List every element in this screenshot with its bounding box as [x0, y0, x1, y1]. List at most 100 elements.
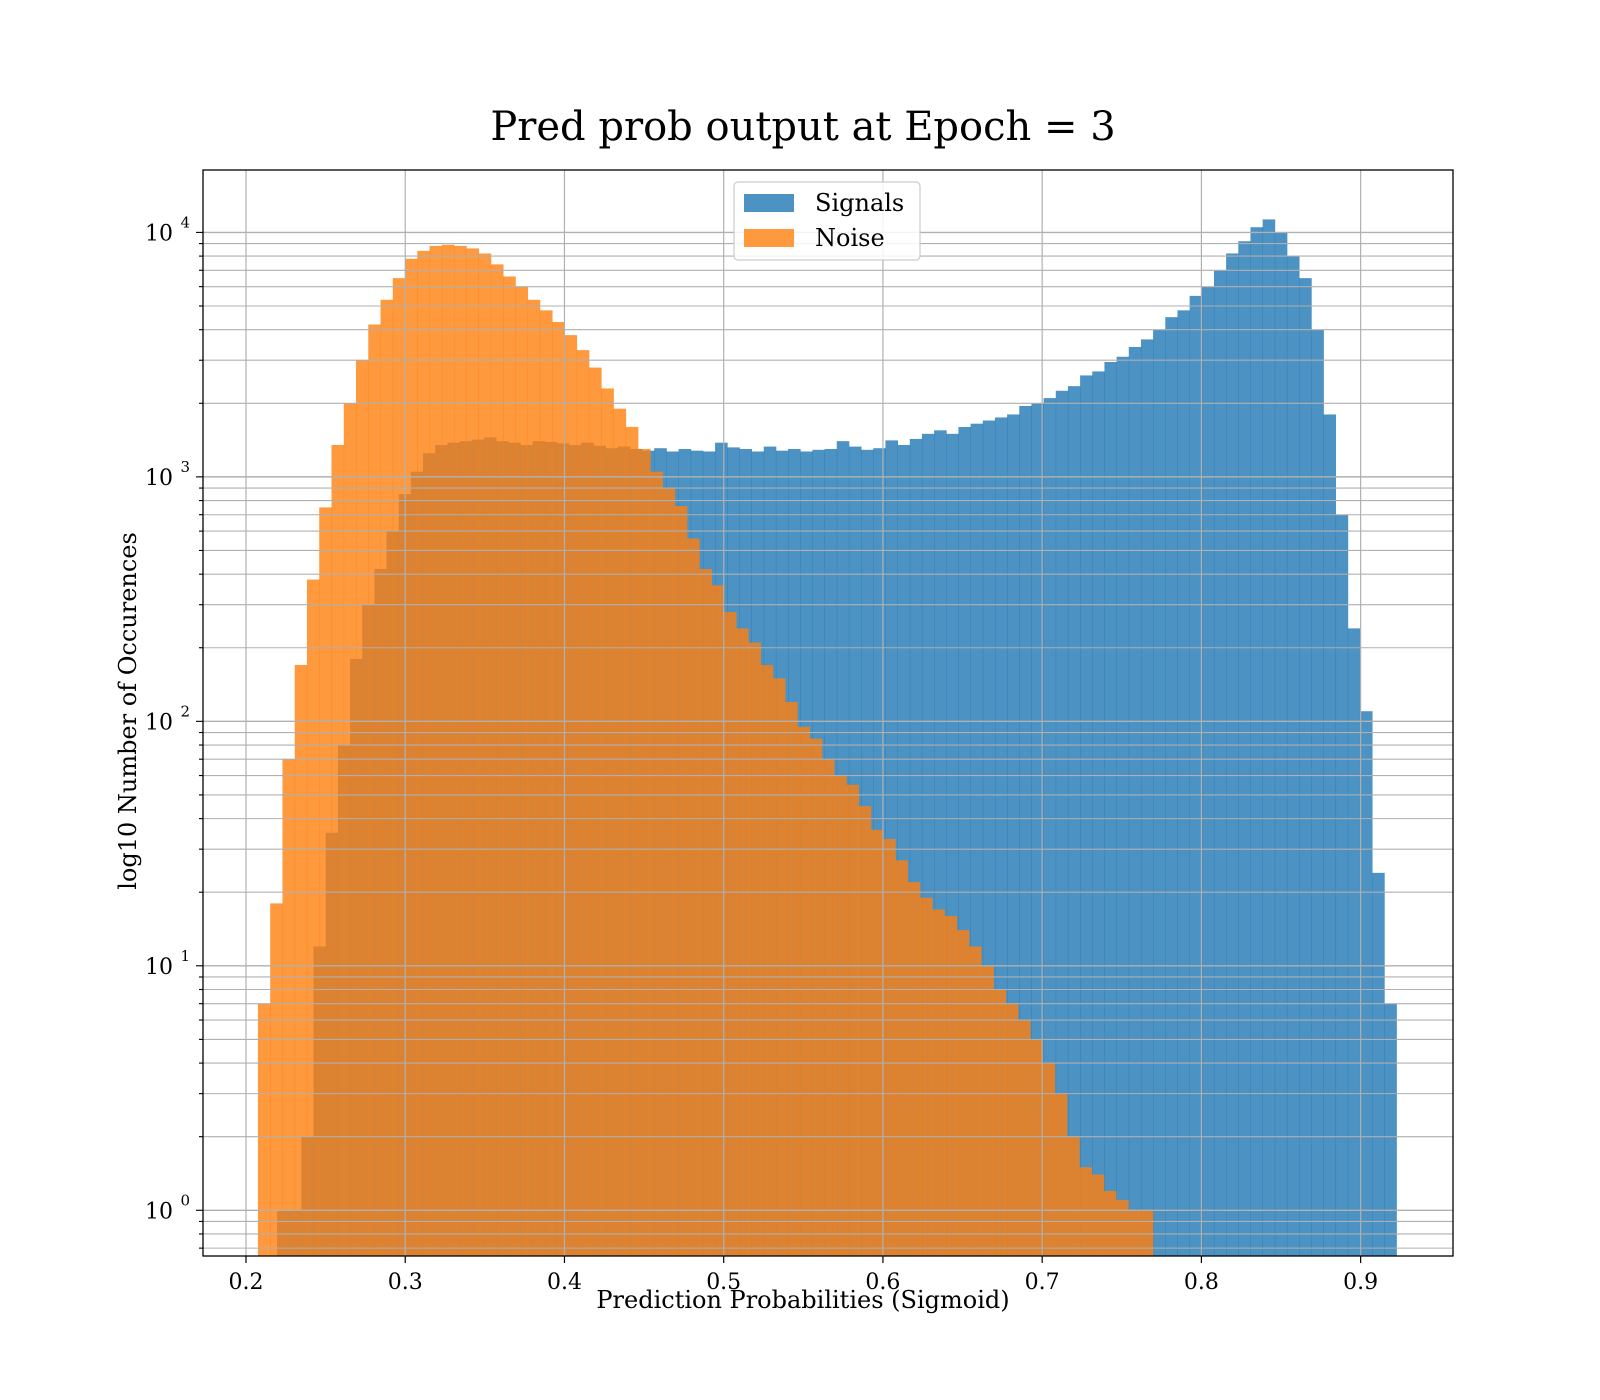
bar-noise	[576, 350, 590, 1256]
bar-signals	[1347, 628, 1361, 1256]
bar-noise	[956, 930, 970, 1256]
bar-noise	[417, 250, 430, 1257]
bar-noise	[662, 488, 676, 1256]
bar-noise	[1005, 1003, 1019, 1256]
x-axis-label: Prediction Probabilities (Sigmoid)	[596, 1286, 1009, 1314]
y-tick-exponent: 2	[180, 702, 190, 720]
bar-noise	[699, 568, 712, 1256]
bar-noise	[405, 258, 418, 1256]
bar-noise	[981, 965, 994, 1256]
x-tick-label: 0.8	[1184, 1270, 1219, 1295]
bar-noise	[895, 860, 909, 1256]
bar-noise	[919, 897, 933, 1256]
grid	[203, 170, 1453, 1256]
bar-signals	[1299, 278, 1312, 1256]
bar-signals	[1359, 711, 1373, 1256]
x-tick-label: 0.7	[1025, 1270, 1060, 1295]
bar-signals	[1128, 346, 1142, 1256]
bar-noise	[454, 245, 467, 1257]
x-tick-label: 0.9	[1343, 1270, 1378, 1295]
bar-signals	[1165, 317, 1178, 1256]
bar-signals	[1201, 286, 1215, 1256]
bar-noise	[736, 628, 749, 1256]
bar-noise	[772, 678, 786, 1256]
series-noise	[257, 244, 1154, 1257]
y-tick-exponent: 4	[180, 213, 190, 231]
bar-signals	[1116, 356, 1130, 1256]
plot-area: 0.2 0.3 0.4 0.5 0.6 0.7 0.8 0.9 10 0 10 1 10 2 10 3 10 4 S…	[145, 169, 1454, 1295]
bar-signals	[1372, 872, 1385, 1256]
bar-noise	[564, 335, 578, 1256]
bar-noise	[944, 915, 958, 1256]
bar-signals	[1104, 362, 1118, 1256]
bar-signals	[1250, 227, 1264, 1257]
bar-noise	[1116, 1200, 1129, 1256]
bar-signals	[1274, 232, 1288, 1256]
x-tick-label: 0.2	[228, 1270, 263, 1295]
bar-noise	[282, 759, 296, 1256]
bar-noise	[368, 324, 381, 1256]
x-tick-label: 0.3	[388, 1270, 423, 1295]
x-tick-label: 0.4	[547, 1270, 582, 1295]
bar-noise	[331, 445, 345, 1256]
bar-noise	[650, 471, 663, 1256]
bar-noise	[883, 839, 896, 1256]
bar-noise	[601, 388, 614, 1256]
bar-noise	[380, 299, 394, 1256]
bar-noise	[478, 253, 492, 1257]
bar-signals	[1238, 241, 1251, 1256]
bar-signals	[1226, 253, 1239, 1257]
bar-signals	[1213, 270, 1227, 1256]
bar-signals	[1153, 329, 1166, 1256]
bar-noise	[356, 360, 369, 1257]
bar-noise	[1140, 1210, 1154, 1256]
bar-noise	[797, 726, 810, 1256]
bar-noise	[760, 665, 774, 1256]
bar-noise	[466, 248, 479, 1257]
legend-label-noise: Noise	[815, 224, 885, 252]
bar-noise	[711, 585, 725, 1256]
bar-noise	[1042, 1063, 1056, 1256]
y-tick-label: 10	[145, 221, 173, 246]
bar-noise	[932, 909, 945, 1256]
legend-label-signals: Signals	[815, 189, 904, 217]
bar-noise	[785, 701, 798, 1256]
legend-swatch-noise	[744, 229, 794, 247]
bar-noise	[552, 322, 565, 1256]
x-tick-label: 0.6	[865, 1270, 900, 1295]
bar-signals	[1311, 329, 1324, 1256]
bar-noise	[968, 946, 982, 1256]
bar-noise	[270, 903, 283, 1256]
bar-noise	[1054, 1093, 1068, 1256]
bar-noise	[392, 278, 406, 1256]
bar-noise	[1067, 1136, 1080, 1256]
y-tick-exponent: 3	[180, 458, 190, 476]
bar-noise	[809, 738, 823, 1256]
bar-noise	[907, 882, 921, 1256]
bar-noise	[257, 1003, 271, 1256]
bar-signals	[1384, 1003, 1397, 1256]
bar-signals	[1286, 256, 1300, 1257]
bar-signals	[1043, 398, 1057, 1257]
bar-signals	[1080, 375, 1093, 1256]
bar-noise	[1128, 1210, 1141, 1256]
bar-noise	[503, 276, 516, 1256]
bar-signals	[1067, 386, 1081, 1256]
bar-noise	[441, 244, 455, 1256]
bar-noise	[723, 612, 737, 1256]
bar-noise	[588, 367, 602, 1256]
y-tick-label: 10	[145, 955, 173, 980]
bar-noise	[1079, 1167, 1092, 1256]
bar-noise	[674, 506, 688, 1256]
bar-signals	[1335, 514, 1349, 1256]
bar-signals	[1092, 371, 1105, 1256]
y-axis-label: log10 Number of Occurences	[114, 532, 142, 890]
y-tick-exponent: 0	[180, 1191, 190, 1209]
bar-noise	[306, 579, 320, 1256]
legend: Signals Noise	[733, 181, 921, 261]
bar-noise	[429, 245, 443, 1257]
bar-noise	[687, 538, 700, 1256]
bar-signals	[1177, 310, 1191, 1257]
bar-signals	[1323, 414, 1337, 1257]
